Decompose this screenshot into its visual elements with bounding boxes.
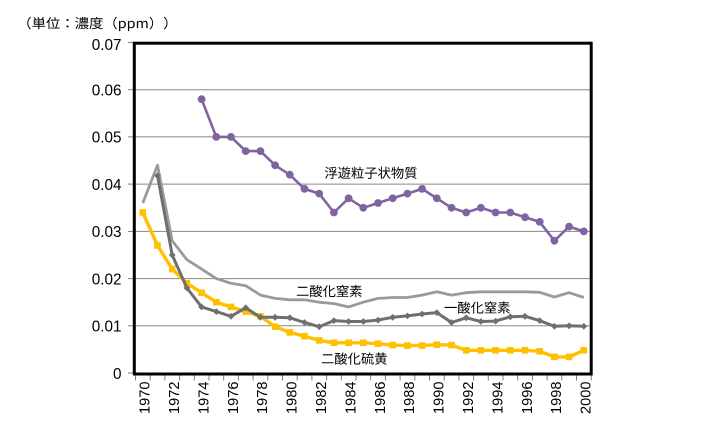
svg-text:1998: 1998 [549,382,565,414]
svg-text:1976: 1976 [226,382,242,414]
svg-text:1988: 1988 [402,382,418,414]
svg-text:1980: 1980 [285,382,301,414]
svg-text:1986: 1986 [373,382,389,414]
svg-text:0.05: 0.05 [92,130,122,147]
svg-text:1984: 1984 [343,382,359,414]
svg-text:0.07: 0.07 [92,37,122,54]
svg-text:1970: 1970 [138,382,154,414]
svg-text:0.04: 0.04 [92,177,122,194]
svg-text:0: 0 [113,366,122,383]
svg-text:1974: 1974 [196,382,212,414]
svg-text:2000: 2000 [579,382,595,414]
svg-text:1992: 1992 [461,382,477,414]
svg-text:1972: 1972 [167,382,183,414]
svg-text:1996: 1996 [520,382,536,414]
svg-text:0.03: 0.03 [92,224,122,241]
svg-text:0.01: 0.01 [92,319,122,336]
svg-text:1990: 1990 [432,382,448,414]
svg-text:1994: 1994 [490,382,506,414]
svg-text:0.06: 0.06 [92,83,122,100]
svg-text:1978: 1978 [255,382,271,414]
svg-text:1982: 1982 [314,382,330,414]
svg-text:0.02: 0.02 [92,271,122,288]
